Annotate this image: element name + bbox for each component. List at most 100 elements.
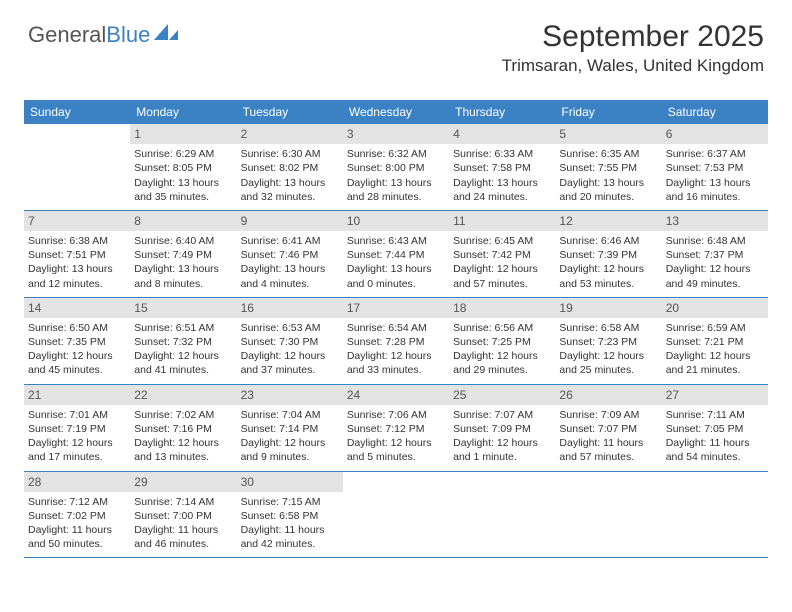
day-number: 9 [237, 211, 343, 231]
day-sunset: Sunset: 7:55 PM [559, 161, 657, 175]
day-sunrise: Sunrise: 6:48 AM [666, 234, 764, 248]
day-sunset: Sunset: 7:14 PM [241, 422, 339, 436]
weekday-header: Thursday [449, 100, 555, 124]
weekday-header: Monday [130, 100, 236, 124]
day-daylight: Daylight: 12 hours and 1 minute. [453, 436, 551, 464]
day-sunrise: Sunrise: 7:15 AM [241, 495, 339, 509]
day-sunset: Sunset: 7:32 PM [134, 335, 232, 349]
day-cell: 3Sunrise: 6:32 AMSunset: 8:00 PMDaylight… [343, 124, 449, 210]
day-daylight: Daylight: 13 hours and 28 minutes. [347, 176, 445, 204]
day-sunrise: Sunrise: 6:32 AM [347, 147, 445, 161]
day-daylight: Daylight: 12 hours and 29 minutes. [453, 349, 551, 377]
day-sunset: Sunset: 7:37 PM [666, 248, 764, 262]
day-sunset: Sunset: 7:53 PM [666, 161, 764, 175]
logo-icon [154, 22, 180, 48]
day-sunrise: Sunrise: 6:50 AM [28, 321, 126, 335]
day-number: 13 [662, 211, 768, 231]
day-number: 28 [24, 472, 130, 492]
weekday-header: Tuesday [237, 100, 343, 124]
day-number: 18 [449, 298, 555, 318]
day-sunrise: Sunrise: 7:07 AM [453, 408, 551, 422]
day-number: 6 [662, 124, 768, 144]
day-cell: 13Sunrise: 6:48 AMSunset: 7:37 PMDayligh… [662, 211, 768, 297]
day-sunrise: Sunrise: 6:33 AM [453, 147, 551, 161]
day-number: 19 [555, 298, 661, 318]
day-number: 24 [343, 385, 449, 405]
day-number: 15 [130, 298, 236, 318]
day-number: 25 [449, 385, 555, 405]
day-number: 17 [343, 298, 449, 318]
day-daylight: Daylight: 12 hours and 41 minutes. [134, 349, 232, 377]
weekday-header: Friday [555, 100, 661, 124]
day-sunset: Sunset: 7:39 PM [559, 248, 657, 262]
weeks-container: 1 Sunrise: 6:29 AMSunset: 8:05 PM Daylight… [24, 124, 768, 558]
day-daylight: Daylight: 13 hours and 8 minutes. [134, 262, 232, 290]
header: September 2025 Trimsaran, Wales, United … [502, 20, 764, 76]
day-sunset: Sunset: 7:46 PM [241, 248, 339, 262]
day-daylight: Daylight: 11 hours and 46 minutes. [134, 523, 232, 551]
day-number: 26 [555, 385, 661, 405]
weekday-header: Wednesday [343, 100, 449, 124]
day-number: 20 [662, 298, 768, 318]
day-number: 12 [555, 211, 661, 231]
day-cell: 27Sunrise: 7:11 AMSunset: 7:05 PMDayligh… [662, 385, 768, 471]
day-sunrise: Sunrise: 7:02 AM [134, 408, 232, 422]
day-sunset: Sunset: 7:44 PM [347, 248, 445, 262]
day-sunrise: Sunrise: 6:41 AM [241, 234, 339, 248]
day-daylight: Daylight: 13 hours and 4 minutes. [241, 262, 339, 290]
day-daylight: Daylight: 13 hours and 16 minutes. [666, 176, 764, 204]
calendar: SundayMondayTuesdayWednesdayThursdayFrid… [24, 100, 768, 558]
month-title: September 2025 [502, 20, 764, 54]
day-sunrise: Sunrise: 6:29 AM [134, 147, 232, 161]
day-sunset: Sunset: 7:07 PM [559, 422, 657, 436]
day-sunset: Sunset: 7:49 PM [134, 248, 232, 262]
weekday-header: Sunday [24, 100, 130, 124]
day-daylight: Daylight: 12 hours and 5 minutes. [347, 436, 445, 464]
day-sunrise: Sunrise: 7:04 AM [241, 408, 339, 422]
day-sunset: Sunset: 8:05 PM [134, 161, 232, 175]
day-daylight: Daylight: 13 hours and 0 minutes. [347, 262, 445, 290]
day-number: 10 [343, 211, 449, 231]
day-cell: 8Sunrise: 6:40 AMSunset: 7:49 PMDaylight… [130, 211, 236, 297]
day-number: 1 [130, 124, 236, 144]
day-sunrise: Sunrise: 6:53 AM [241, 321, 339, 335]
day-cell: 25Sunrise: 7:07 AMSunset: 7:09 PMDayligh… [449, 385, 555, 471]
day-number: 8 [130, 211, 236, 231]
day-daylight: Daylight: 11 hours and 50 minutes. [28, 523, 126, 551]
day-sunrise: Sunrise: 6:58 AM [559, 321, 657, 335]
week-row: 28Sunrise: 7:12 AMSunset: 7:02 PMDayligh… [24, 472, 768, 559]
day-daylight: Daylight: 12 hours and 13 minutes. [134, 436, 232, 464]
day-cell: 4Sunrise: 6:33 AMSunset: 7:58 PMDaylight… [449, 124, 555, 210]
day-daylight: Daylight: 12 hours and 17 minutes. [28, 436, 126, 464]
day-sunrise: Sunrise: 7:01 AM [28, 408, 126, 422]
logo-text-blue: Blue [106, 22, 150, 48]
day-cell: 26Sunrise: 7:09 AMSunset: 7:07 PMDayligh… [555, 385, 661, 471]
day-number: 11 [449, 211, 555, 231]
day-daylight: Daylight: 11 hours and 42 minutes. [241, 523, 339, 551]
day-sunset: Sunset: 7:16 PM [134, 422, 232, 436]
day-sunrise: Sunrise: 6:35 AM [559, 147, 657, 161]
day-cell: 11Sunrise: 6:45 AMSunset: 7:42 PMDayligh… [449, 211, 555, 297]
day-cell: 1Sunrise: 6:29 AMSunset: 8:05 PMDaylight… [130, 124, 236, 210]
location: Trimsaran, Wales, United Kingdom [502, 56, 764, 76]
day-number: 14 [24, 298, 130, 318]
day-sunset: Sunset: 7:25 PM [453, 335, 551, 349]
day-sunrise: Sunrise: 6:59 AM [666, 321, 764, 335]
day-cell: 30Sunrise: 7:15 AMSunset: 6:58 PMDayligh… [237, 472, 343, 558]
day-sunrise: Sunrise: 6:56 AM [453, 321, 551, 335]
day-sunset: Sunset: 7:42 PM [453, 248, 551, 262]
day-daylight: Daylight: 12 hours and 21 minutes. [666, 349, 764, 377]
day-sunset: Sunset: 7:12 PM [347, 422, 445, 436]
day-sunrise: Sunrise: 7:12 AM [28, 495, 126, 509]
day-sunset: Sunset: 7:19 PM [28, 422, 126, 436]
day-cell: 29Sunrise: 7:14 AMSunset: 7:00 PMDayligh… [130, 472, 236, 558]
day-sunrise: Sunrise: 7:14 AM [134, 495, 232, 509]
day-cell: 12Sunrise: 6:46 AMSunset: 7:39 PMDayligh… [555, 211, 661, 297]
day-sunset: Sunset: 7:05 PM [666, 422, 764, 436]
day-cell: 10Sunrise: 6:43 AMSunset: 7:44 PMDayligh… [343, 211, 449, 297]
day-sunset: Sunset: 6:58 PM [241, 509, 339, 523]
day-cell: 18 Sunrise: 6:56 AMSunset: 7:25 PMDayligh… [449, 298, 555, 384]
day-number: 5 [555, 124, 661, 144]
day-daylight: Daylight: 12 hours and 9 minutes. [241, 436, 339, 464]
day-cell: 21Sunrise: 7:01 AMSunset: 7:19 PMDayligh… [24, 385, 130, 471]
